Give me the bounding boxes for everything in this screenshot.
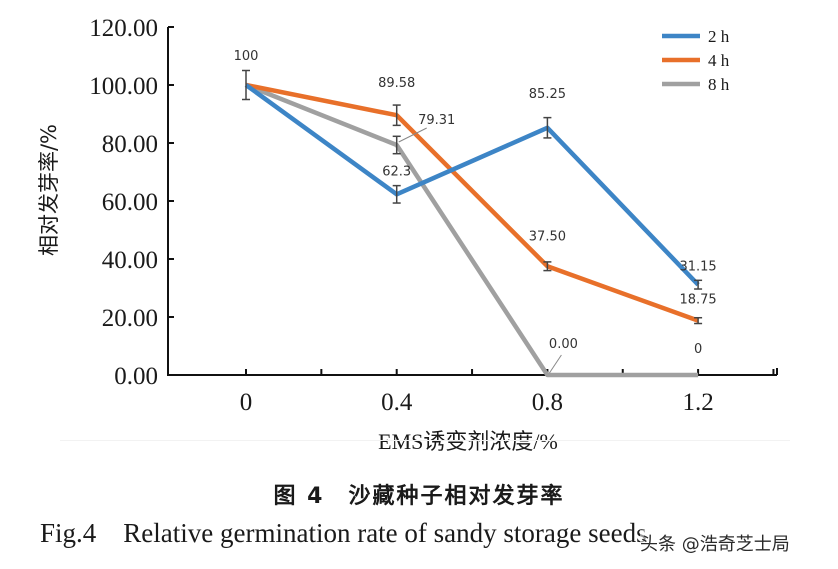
figure-caption-chinese: 图 4 沙藏种子相对发芽率 xyxy=(273,484,565,509)
axes xyxy=(167,27,778,376)
watermark: 头条 @浩奇芝士局 xyxy=(640,530,790,556)
label-leader-line xyxy=(548,354,562,374)
legend-label-8h: 8 h xyxy=(708,75,730,94)
legend-label-2h: 2 h xyxy=(708,27,730,46)
divider xyxy=(60,440,790,441)
x-tick-label: 0 xyxy=(240,389,253,416)
x-tick-label: 0.8 xyxy=(532,389,563,416)
x-axis-title: EMS诱变剂浓度/% xyxy=(378,429,558,454)
y-tick-label: 100.00 xyxy=(89,73,158,100)
x-tick-label: 1.2 xyxy=(682,389,713,416)
data-label-2h: 31.15 xyxy=(679,260,716,275)
y-axis-title: 相对发芽率/% xyxy=(37,124,61,256)
series-line-4h xyxy=(245,82,699,323)
legend-label-4h: 4 h xyxy=(708,51,730,70)
y-ticks: 0.00 20.00 40.00 60.00 80.00 100.00 120.00 xyxy=(89,15,174,390)
data-label-4h: 37.50 xyxy=(529,229,566,244)
y-tick-label: 0.00 xyxy=(114,363,158,390)
y-tick-label: 120.00 xyxy=(89,15,158,42)
data-label-8h: 0 xyxy=(694,342,702,357)
data-label-2h: 62.3 xyxy=(382,164,411,179)
series-line-8h xyxy=(245,82,699,378)
x-tick-label: 0.4 xyxy=(381,389,413,416)
data-label-4h: 89.58 xyxy=(378,76,415,91)
data-label-8h: 79.31 xyxy=(418,113,455,128)
line-chart: 0.00 20.00 40.00 60.00 80.00 100.00 120.00 0 0.… xyxy=(37,15,778,454)
data-label-4h: 18.75 xyxy=(679,293,716,308)
y-tick-label: 80.00 xyxy=(102,131,158,158)
x-ticks: 0 0.4 0.8 1.2 xyxy=(240,369,775,416)
y-tick-label: 40.00 xyxy=(102,247,158,274)
data-label-8h: 0.00 xyxy=(549,337,578,352)
data-label-2h: 100 xyxy=(234,49,259,64)
data-label-2h: 85.25 xyxy=(529,87,566,102)
y-tick-label: 20.00 xyxy=(102,305,158,332)
y-tick-label: 60.00 xyxy=(102,189,158,216)
data-labels: 100 62.3 85.25 31.15 89.58 37.50 18.75 79.31 0.0… xyxy=(234,49,717,374)
series-line-2h xyxy=(244,83,700,287)
legend: 2 h 4 h 8 h xyxy=(662,27,730,94)
figure-caption-english: Fig.4 Relative germination rate of sandy… xyxy=(40,518,647,548)
series-group xyxy=(242,69,703,378)
label-leader-line xyxy=(398,127,427,143)
